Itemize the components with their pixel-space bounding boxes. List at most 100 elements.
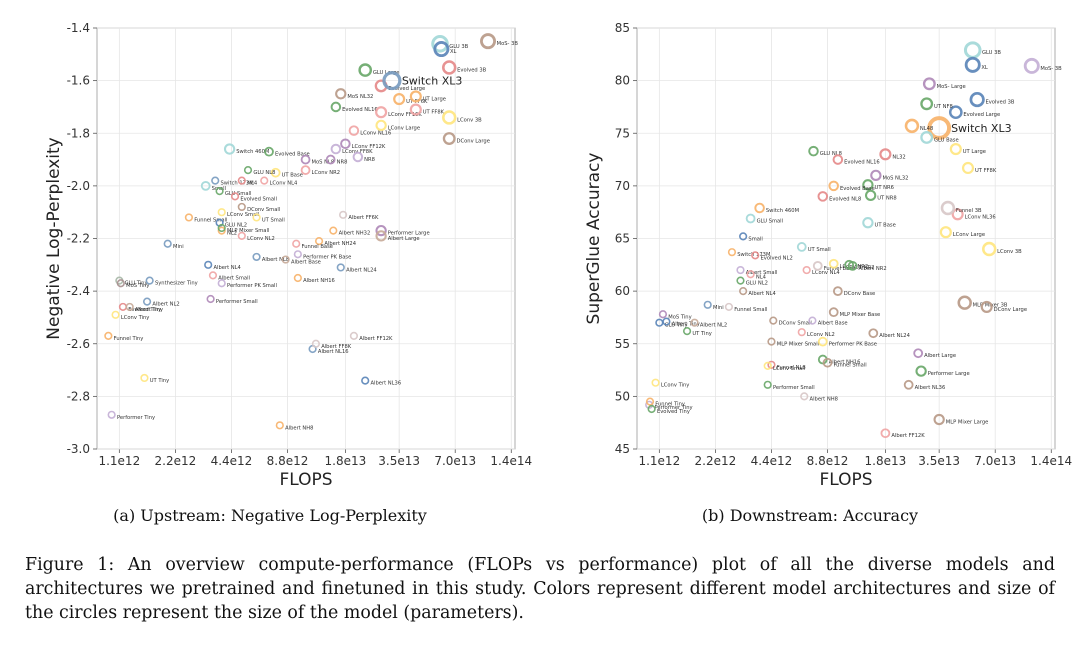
upstream-point <box>264 146 274 157</box>
upstream-point <box>104 331 113 340</box>
downstream-point <box>864 189 877 202</box>
upstream-point <box>206 294 215 304</box>
downstream-x-axis-title: FLOPS <box>819 470 872 490</box>
upstream-point-label: DConv Small <box>247 207 280 213</box>
upstream-y-axis-title: Negative Log-Perplexity <box>44 137 64 339</box>
downstream-point-label: DConv Small <box>779 321 812 327</box>
upstream-point <box>409 103 422 116</box>
upstream-point <box>281 255 290 264</box>
downstream-point-label: UT NR2 <box>855 265 874 271</box>
downstream-point <box>903 379 914 390</box>
downstream-point <box>948 105 963 120</box>
upstream-point-label: LConv FF16K <box>388 112 422 118</box>
downstream-point-label: LConv NL36 <box>965 214 996 220</box>
downstream-point-label: Albert NL24 <box>879 333 910 339</box>
upstream-point-label: Switch 173M <box>221 181 254 187</box>
upstream-point <box>270 167 281 178</box>
upstream-point <box>335 88 347 100</box>
downstream-point-label: GLU NL2 <box>746 281 768 287</box>
downstream-point <box>763 361 772 370</box>
downstream-point <box>817 191 829 202</box>
upstream-x-tick-label: 1.1e12 <box>98 454 140 468</box>
upstream-point-label: Evolved Tiny <box>128 307 161 313</box>
upstream-point <box>107 410 116 419</box>
downstream-point-label: Evolved Base <box>840 186 875 192</box>
upstream-point-label: LConv Large <box>388 125 420 131</box>
downstream-point-label: DConv Base <box>844 291 875 297</box>
downstream-y-tick-label: 80 <box>615 74 630 88</box>
downstream-chart-svg: 1.1e12 2.2e12 4.4e12 8.8e12 1.8e13 3.5e13 7.0e… <box>584 21 1072 490</box>
upstream-point-label: Funnel Small <box>194 217 227 223</box>
downstream-point <box>745 213 756 224</box>
upstream-point-label: Albert NL8 <box>262 257 289 263</box>
upstream-point-label: Albert Tiny <box>135 307 163 313</box>
downstream-chart: 1.1e12 2.2e12 4.4e12 8.8e12 1.8e13 3.5e13 7.0e… <box>540 0 1080 530</box>
downstream-point-label: Switch 460M <box>766 208 799 214</box>
downstream-point <box>862 179 874 191</box>
downstream-point <box>682 327 692 336</box>
downstream-x-tick-label: 1.4e14 <box>1030 454 1072 468</box>
downstream-point <box>703 300 712 309</box>
downstream-point-label: LConv NL4 <box>812 270 840 276</box>
downstream-point <box>658 310 668 319</box>
upstream-point <box>217 279 226 288</box>
upstream-point <box>352 151 364 163</box>
upstream-point <box>243 165 253 175</box>
upstream-point-label: LConv 3B <box>457 117 482 123</box>
downstream-point-label: MoS- 3B <box>1040 66 1062 72</box>
downstream-point <box>769 316 778 325</box>
upstream-point <box>442 110 457 125</box>
downstream-point <box>951 208 964 221</box>
upstream-point <box>480 33 497 50</box>
downstream-x-tick-label: 7.0e13 <box>974 454 1016 468</box>
upstream-x-tick-label: 1.8e13 <box>325 454 367 468</box>
upstream-y-tick-label: -1.4 <box>67 21 90 35</box>
downstream-point-label: LConv Large <box>953 232 985 238</box>
downstream-point <box>767 337 776 346</box>
downstream-point-label: MLP Mixer Base <box>840 312 881 318</box>
upstream-point <box>230 192 240 201</box>
upstream-chart-svg: 1.1e12 2.2e12 4.4e12 8.8e12 1.8e13 3.5e13 7.0e… <box>44 21 532 490</box>
upstream-point <box>223 143 236 155</box>
downstream-point-label: Albert Tiny <box>672 322 700 328</box>
downstream-point <box>832 286 843 297</box>
downstream-point-label: NL32 <box>892 154 905 160</box>
downstream-y-tick-label: 50 <box>615 389 630 403</box>
upstream-point-label: Performer PK Base <box>303 254 351 260</box>
downstream-point-label: Albert NR2 <box>859 266 887 272</box>
upstream-x-tick-label: 3.5e13 <box>378 454 420 468</box>
downstream-point <box>763 380 772 389</box>
downstream-point-label: Performer Small <box>773 385 815 391</box>
upstream-point-label: UT Tiny <box>150 378 169 384</box>
downstream-point <box>645 397 655 406</box>
downstream-point <box>767 360 776 369</box>
downstream-point <box>847 260 858 271</box>
upstream-point-label: Switch 460M <box>236 149 269 155</box>
downstream-point <box>647 404 656 414</box>
downstream-point-label: Evolved NL16 <box>844 160 880 166</box>
downstream-point-label: UT Small <box>808 247 831 253</box>
upstream-point-label: Evolved Large <box>388 86 425 92</box>
downstream-point-label: GLU 3B <box>982 50 1001 56</box>
upstream-point <box>116 279 125 288</box>
downstream-subcaption: (b) Downstream: Accuracy <box>701 506 919 525</box>
upstream-point <box>375 224 387 237</box>
upstream-point-label: Performer Large <box>388 231 430 237</box>
downstream-point-label: Evolved Large <box>963 112 1000 118</box>
downstream-point <box>961 161 975 175</box>
downstream-point <box>822 357 833 368</box>
upstream-y-tick-label: -1.6 <box>67 74 90 88</box>
downstream-point <box>1023 57 1040 74</box>
downstream-point-label: Albert Small <box>746 270 778 276</box>
downstream-point <box>754 202 765 214</box>
downstream-y-tick-label: 75 <box>615 126 630 140</box>
downstream-point <box>802 265 811 275</box>
upstream-point-label: MoS NL32 <box>347 94 373 100</box>
upstream-point-label: Performer Tiny <box>117 415 155 421</box>
downstream-point <box>940 200 956 216</box>
downstream-point-label: UT FF8K <box>975 168 997 174</box>
downstream-y-tick-label: 55 <box>615 337 630 351</box>
upstream-point-label: Funnel Base <box>302 244 333 250</box>
downstream-point <box>739 287 748 296</box>
